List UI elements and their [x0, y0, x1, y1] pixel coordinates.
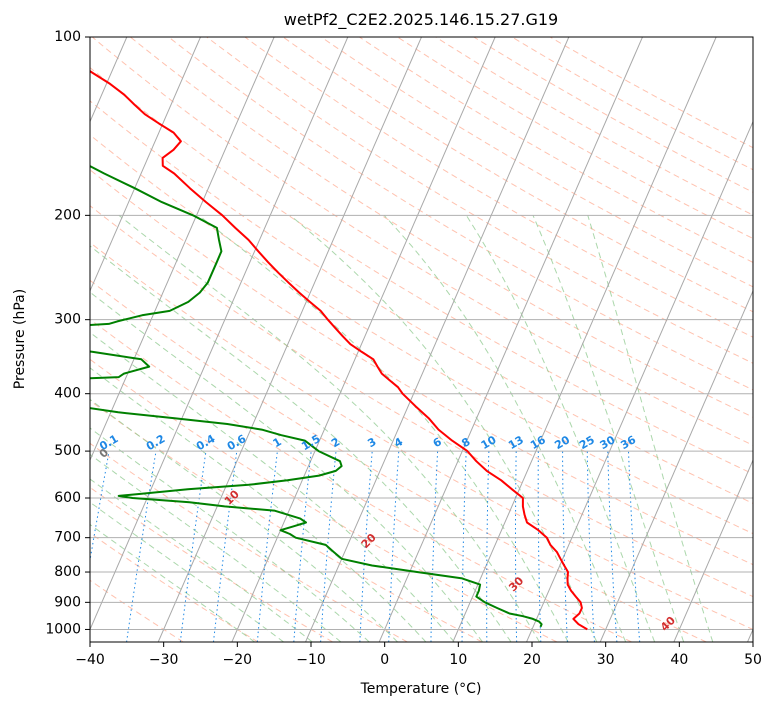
dry-adiabat — [90, 134, 753, 535]
isotherm — [90, 37, 349, 631]
moist-adiabat — [90, 398, 398, 642]
moist-adiabat — [289, 214, 598, 642]
dry-adiabat — [90, 358, 558, 642]
y-tick-label: 400 — [54, 386, 81, 402]
moist-adiabat — [90, 523, 255, 642]
y-axis-title: Pressure (hPa) — [12, 289, 28, 389]
dry-adiabat — [90, 318, 632, 642]
isotherm — [157, 37, 422, 642]
dry-adiabat — [91, 37, 753, 446]
dry-adiabat — [549, 37, 753, 149]
mixing-ratio-line — [461, 451, 467, 642]
dry-adiabat — [90, 169, 753, 566]
y-tick-label: 300 — [54, 312, 81, 328]
y-tick-label: 200 — [54, 207, 81, 223]
mixing-ratio-line — [388, 451, 400, 642]
moist-adiabat — [90, 245, 512, 642]
x-axis-ticks: −40 −30 −20 −10 0 10 20 30 40 50 — [75, 642, 762, 668]
mixing-ratio-line — [562, 451, 568, 642]
moist-adiabat — [587, 215, 714, 642]
mixing-ratio-line — [515, 451, 518, 642]
dry-adiabat — [435, 37, 753, 216]
x-axis-title: Temperature (°C) — [360, 681, 482, 697]
mixing-ratio-line — [586, 451, 595, 642]
mixing-ratio-line — [628, 451, 641, 642]
mixing-ratio-line — [607, 451, 618, 642]
y-tick-label: 1000 — [45, 621, 81, 637]
isotherm — [90, 37, 201, 293]
moist-adiabat — [90, 478, 313, 642]
mixing-ratio-line — [256, 451, 278, 642]
mixing-ratio-line — [293, 451, 312, 642]
isotherm — [305, 37, 570, 642]
moist-adiabat — [532, 215, 685, 642]
mixing-ratio-line — [430, 451, 439, 642]
moist-adiabat — [90, 453, 342, 642]
moist-adiabat — [90, 501, 284, 642]
dry-adiabat — [90, 205, 753, 598]
x-tick-label: −40 — [75, 652, 105, 668]
x-tick-label: −20 — [223, 652, 253, 668]
y-axis-ticks: 100 200 300 400 500 600 700 800 900 1000 — [45, 29, 90, 637]
x-tick-label: 30 — [597, 652, 615, 668]
dry-adiabat — [282, 37, 753, 313]
dry-adiabat — [359, 37, 753, 263]
moist-adiabat — [90, 331, 455, 642]
isotherm — [378, 37, 643, 642]
y-tick-label: 700 — [54, 530, 81, 546]
isotherm — [231, 37, 496, 642]
isotherm — [526, 120, 753, 642]
plot-frame — [89, 36, 754, 643]
plot-area — [90, 37, 753, 642]
mixing-ratio-line — [320, 451, 337, 642]
y-tick-label: 600 — [54, 490, 81, 506]
isotherm — [599, 289, 753, 642]
y-tick-label: 900 — [54, 594, 81, 610]
dry-adiabat — [90, 486, 333, 642]
dry-adiabat — [397, 37, 753, 240]
mixing-ratio-line — [359, 451, 373, 642]
mixing-ratio-line — [179, 451, 207, 642]
mixing-ratio-line — [537, 451, 542, 642]
dry-adiabat — [90, 241, 753, 630]
dry-adiabat — [473, 37, 753, 193]
y-tick-label: 100 — [54, 29, 81, 45]
isotherm — [673, 458, 753, 642]
isotherm — [90, 37, 275, 462]
dry-adiabat — [511, 37, 753, 171]
y-tick-label: 800 — [54, 564, 81, 580]
x-tick-label: 50 — [744, 652, 762, 668]
x-tick-label: 20 — [523, 652, 541, 668]
moist-adiabat — [90, 427, 370, 642]
dry-adiabat — [244, 37, 753, 338]
y-tick-label: 500 — [54, 443, 81, 459]
chart-title: wetPf2_C2E2.2025.146.15.27.G19 — [284, 10, 558, 30]
isotherm — [452, 37, 717, 642]
moist-adiabat — [118, 214, 540, 642]
x-tick-label: 0 — [380, 652, 389, 668]
x-tick-label: −30 — [149, 652, 179, 668]
x-tick-label: −10 — [296, 652, 326, 668]
x-tick-label: 10 — [449, 652, 467, 668]
mixing-ratio-line — [213, 451, 238, 642]
mixing-ratio-line — [486, 451, 490, 642]
temperature-trace — [90, 69, 588, 631]
sounding-traces — [90, 69, 588, 631]
mixing-ratio-line — [126, 451, 157, 642]
dry-adiabat — [320, 37, 753, 288]
mixing-ratio-line — [90, 451, 110, 563]
x-tick-label: 40 — [670, 652, 688, 668]
moist-adiabat — [465, 215, 656, 642]
dewpoint-trace — [90, 164, 543, 628]
moist-adiabat — [383, 214, 627, 642]
